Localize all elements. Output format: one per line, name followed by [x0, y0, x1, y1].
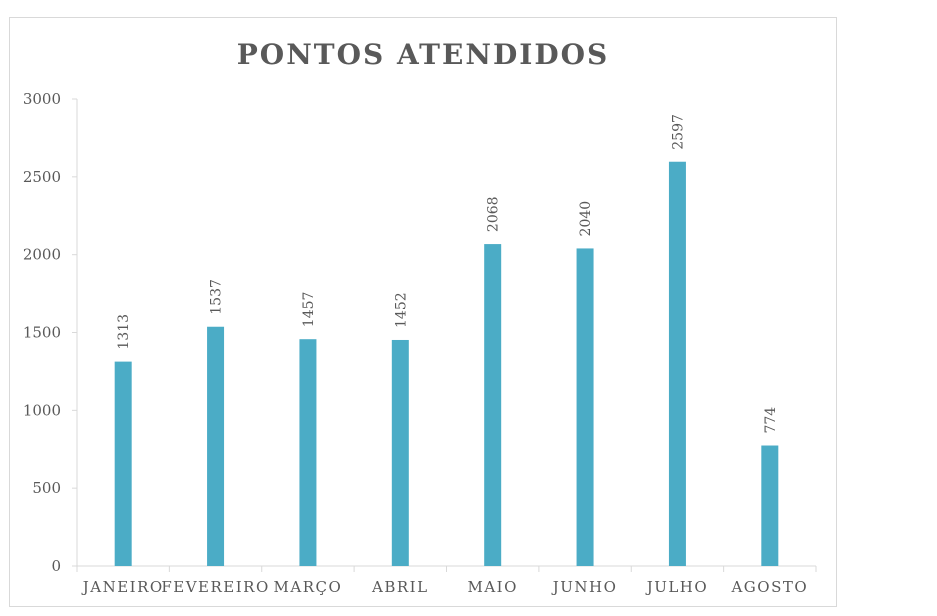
x-tick-label: MAIO: [467, 578, 517, 596]
bar: [761, 445, 779, 566]
bars: [114, 161, 779, 566]
data-label: 2040: [578, 201, 594, 237]
data-label: 774: [763, 407, 779, 434]
x-tick-label: AGOSTO: [730, 578, 808, 596]
x-tick-label: JUNHO: [551, 578, 618, 596]
y-tick-label: 2000: [23, 246, 61, 264]
data-label: 1537: [209, 279, 225, 315]
chart-title: PONTOS ATENDIDOS: [237, 38, 609, 71]
y-tick-label: 0: [51, 557, 61, 575]
y-tick-label: 2500: [23, 168, 61, 186]
data-label: 2597: [670, 114, 686, 150]
bar: [576, 248, 594, 566]
y-tick-label: 3000: [23, 90, 61, 108]
data-label: 1457: [301, 292, 317, 328]
data-label: 1313: [116, 314, 132, 350]
y-tick-label: 1500: [23, 324, 61, 342]
data-label: 2068: [486, 196, 502, 232]
bar: [299, 339, 317, 566]
bar: [391, 339, 409, 566]
y-tick-label: 500: [32, 479, 61, 497]
bar: [668, 161, 686, 566]
data-labels: 1313 1537 1457 1452 2068 2040 2597 774: [116, 114, 779, 433]
chart-frame: [9, 17, 837, 607]
data-label: 1452: [393, 292, 409, 328]
x-tick-label: FEVEREIRO: [161, 578, 269, 596]
bar: [114, 361, 132, 566]
x-tick-label: MARÇO: [274, 578, 343, 596]
x-tick-label: ABRIL: [371, 578, 429, 596]
bar: [207, 326, 225, 566]
x-tick-label: JANEIRO: [81, 578, 164, 596]
x-tick-label: JULHO: [645, 578, 709, 596]
y-tick-labels: 0 500 1000 1500 2000 2500 3000: [23, 90, 77, 575]
bar: [484, 244, 502, 566]
y-tick-label: 1000: [23, 401, 61, 419]
